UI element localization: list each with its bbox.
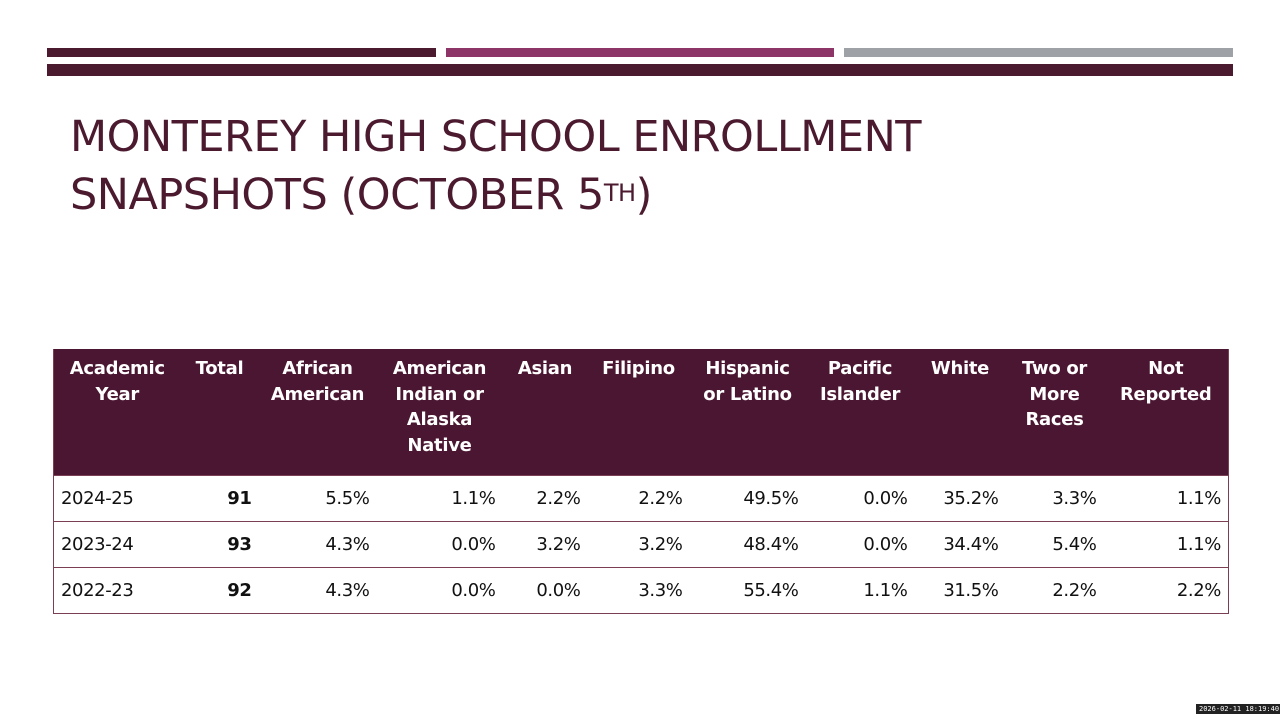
cell-two-or-more: 5.4% [1052,533,1097,555]
cell-pacific-islander: 1.1% [863,579,908,601]
table-row: 2022-23 92 4.3% 0.0% 0.0% 3.3% 55.4% 1.1… [53,567,1229,613]
header-not-reported: Not Reported [1120,358,1212,405]
header-asian: Asian [517,358,573,379]
cell-american-indian: 0.0% [451,533,496,555]
cell-african-american: 5.5% [325,487,370,509]
cell-white: 31.5% [943,579,999,601]
cell-hispanic: 48.4% [743,533,799,555]
cell-white: 35.2% [943,487,999,509]
title-line-1: MONTEREY HIGH SCHOOL ENROLLMENT [70,112,922,162]
header-white: White [930,358,990,379]
cell-asian: 2.2% [536,487,581,509]
title-close-paren: ) [635,170,653,220]
cell-two-or-more: 2.2% [1052,579,1097,601]
header-pacific-islander: Pacific Islander [819,358,901,405]
cell-not-reported: 1.1% [1176,487,1222,509]
cell-not-reported: 2.2% [1176,579,1222,601]
cell-year: 2024-25 [61,487,134,509]
cell-asian: 3.2% [536,533,581,555]
title-superscript: TH [603,179,636,207]
table-row: 2023-24 93 4.3% 0.0% 3.2% 3.2% 48.4% 0.0… [53,521,1229,567]
cell-asian: 0.0% [536,579,581,601]
slide-title: MONTEREY HIGH SCHOOL ENROLLMENT SNAPSHOT… [70,108,922,224]
cell-african-american: 4.3% [325,533,370,555]
accent-bar-right [844,48,1233,57]
cell-hispanic: 55.4% [743,579,799,601]
accent-bar-left [47,48,436,57]
title-line-2: SNAPSHOTS (OCTOBER 5 [70,170,604,220]
header-total: Total [195,358,244,379]
cell-filipino: 2.2% [638,487,683,509]
cell-white: 34.4% [943,533,999,555]
header-two-or-more: Two or More Races [1021,358,1087,430]
cell-total: 92 [227,579,252,601]
cell-filipino: 3.2% [638,533,683,555]
enrollment-table: Academic Year Total African American Ameri… [53,349,1229,614]
header-american-indian: American Indian or Alaska Native [392,358,487,456]
header-academic-year: Academic Year [69,358,165,405]
cell-not-reported: 1.1% [1176,533,1222,555]
cell-american-indian: 0.0% [451,579,496,601]
cell-total: 91 [227,487,252,509]
cell-year: 2023-24 [61,533,134,555]
cell-filipino: 3.3% [638,579,683,601]
table-row: 2024-25 91 5.5% 1.1% 2.2% 2.2% 49.5% 0.0… [53,475,1229,521]
cell-hispanic: 49.5% [743,487,799,509]
cell-african-american: 4.3% [325,579,370,601]
accent-bar-middle [446,48,834,57]
accent-bar-wide [47,64,1233,76]
header-filipino: Filipino [602,358,675,379]
table-header-row: Academic Year Total African American Ameri… [53,349,1229,475]
cell-total: 93 [227,533,252,555]
header-hispanic: Hispanic or Latino [703,358,792,405]
cell-year: 2022-23 [61,579,134,601]
cell-pacific-islander: 0.0% [863,487,908,509]
timestamp-badge: 2026-02-11 18:19:40 [1196,704,1280,714]
header-african-american: African American [270,358,365,405]
cell-two-or-more: 3.3% [1052,487,1097,509]
cell-pacific-islander: 0.0% [863,533,908,555]
cell-american-indian: 1.1% [451,487,496,509]
